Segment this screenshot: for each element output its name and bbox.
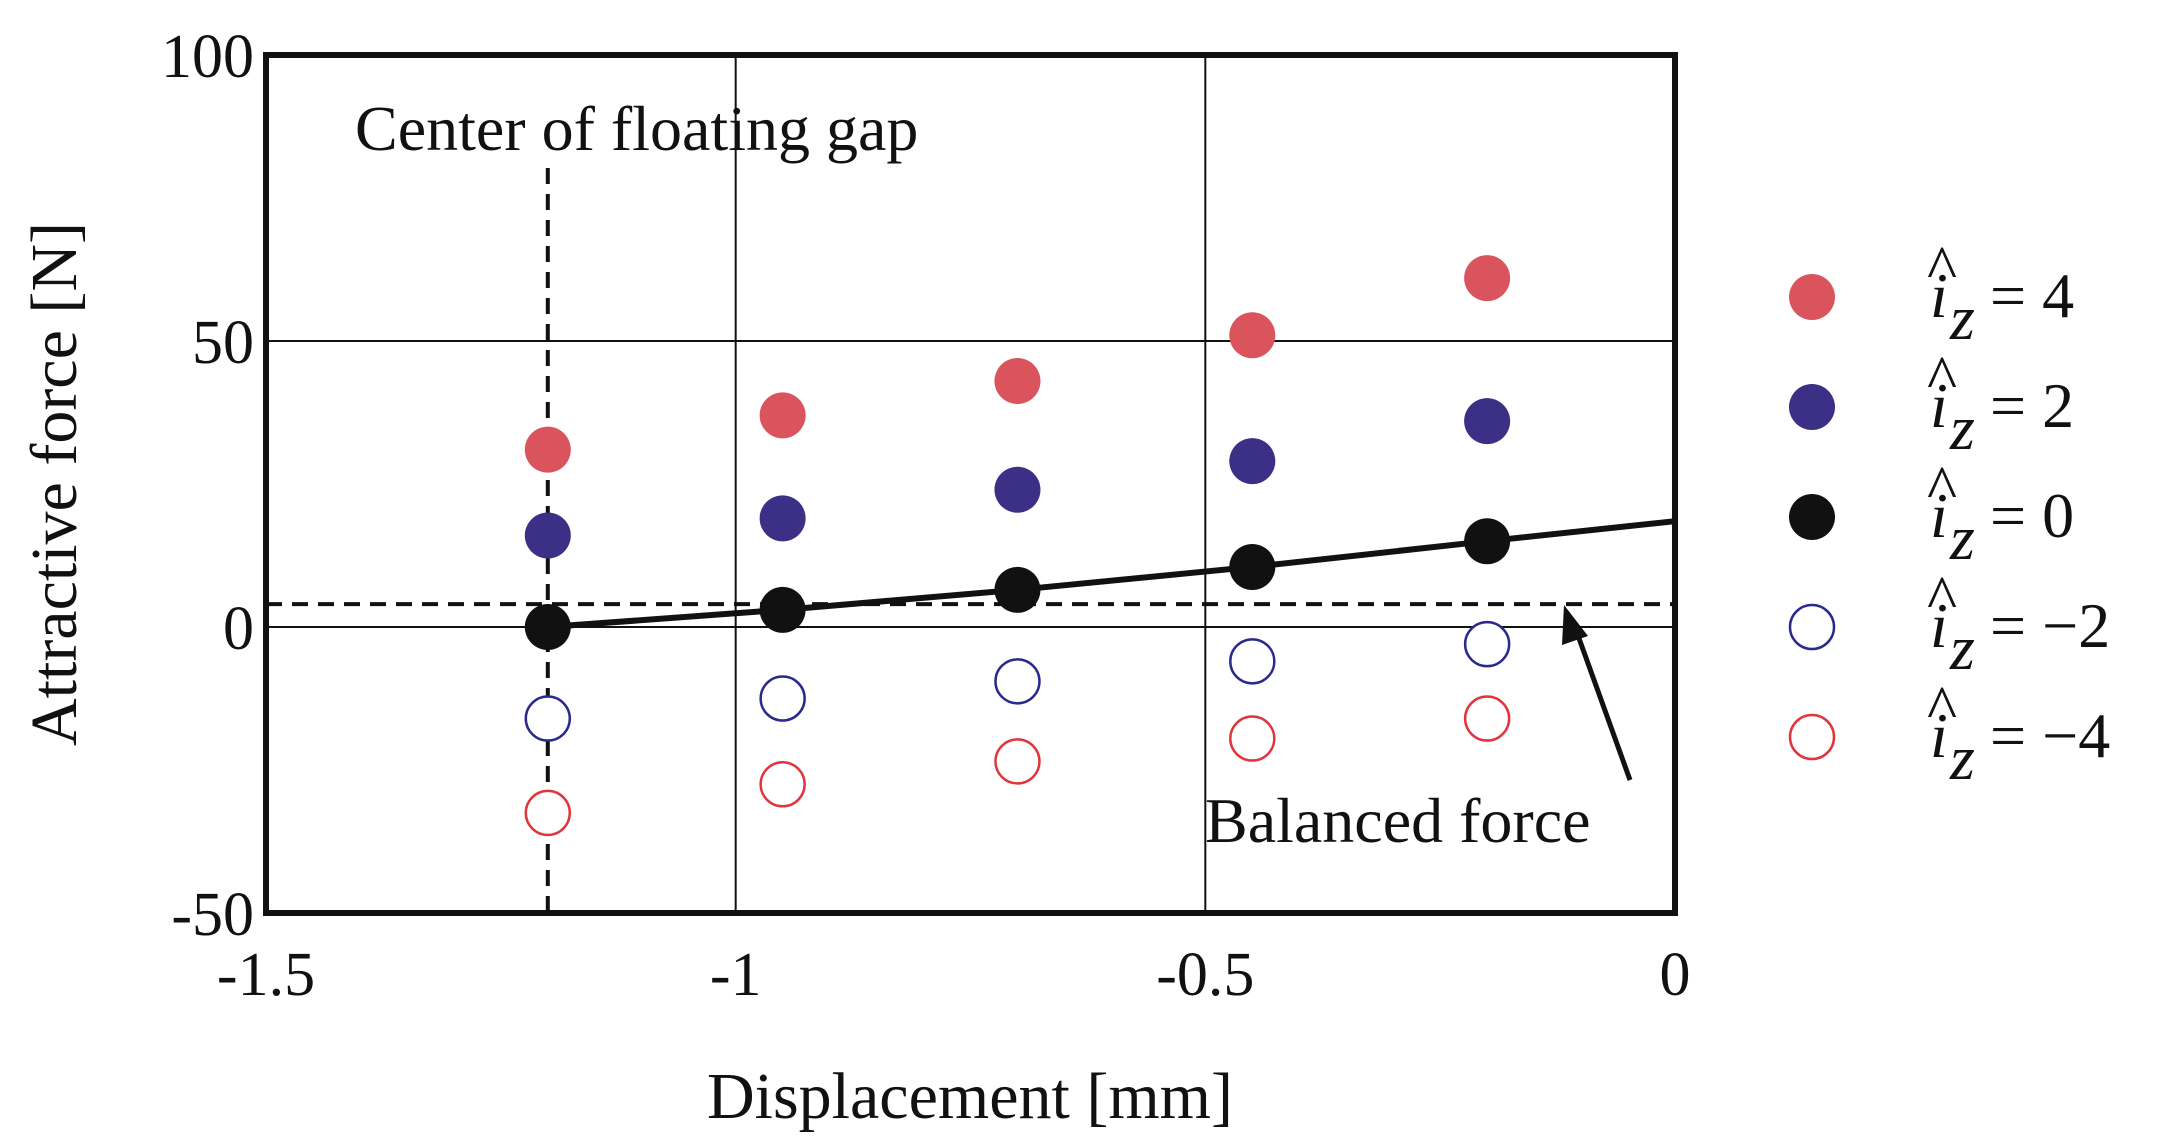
- legend-symbol-z: z: [1949, 722, 1975, 793]
- legend: i^z = 4i^z = 2i^z = 0i^z = −2i^z = −4: [1788, 232, 2110, 793]
- data-point-series-3: [524, 695, 572, 742]
- legend-value: = −2: [1990, 590, 2110, 661]
- data-point-series-2: [1229, 543, 1276, 590]
- legend-label-1: i^z = 2: [1927, 342, 2074, 463]
- balanced-force-label: Balanced force: [1205, 785, 1591, 856]
- legend-symbol-hat: ^: [1927, 342, 1957, 413]
- legend-symbol-z: z: [1949, 612, 1975, 683]
- legend-symbol-i: i: [1930, 700, 1948, 771]
- legend-marker-1: [1789, 384, 1835, 430]
- data-point-series-3: [994, 658, 1041, 705]
- y-tick-label: 50: [192, 309, 254, 377]
- data-point-series-0: [759, 392, 806, 439]
- data-point-series-4: [1463, 695, 1511, 742]
- data-point-series-1: [1464, 398, 1511, 445]
- x-tick-label: -1.5: [217, 941, 315, 1009]
- legend-symbol-z: z: [1949, 282, 1975, 353]
- data-point-series-3: [1229, 638, 1276, 685]
- data-point-series-0: [1464, 255, 1511, 302]
- y-tick-label: 100: [161, 23, 254, 91]
- y-axis-title: Attractive force [N]: [18, 222, 91, 746]
- legend-marker-0: [1789, 274, 1835, 320]
- legend-label-3: i^z = −2: [1927, 562, 2110, 683]
- x-tick-label: -0.5: [1156, 941, 1254, 1009]
- x-axis-title: Displacement [mm]: [707, 1060, 1233, 1133]
- legend-value: = 0: [1990, 480, 2074, 551]
- data-point-series-1: [994, 466, 1041, 513]
- zero-current-fit-line: [547, 518, 1676, 630]
- data-point-series-2: [1464, 518, 1511, 565]
- data-point-series-4: [524, 789, 572, 837]
- legend-label-4: i^z = −4: [1927, 672, 2110, 793]
- data-point-series-0: [524, 426, 571, 473]
- data-point-series-3: [1463, 620, 1511, 668]
- legend-symbol-i: i: [1930, 260, 1948, 331]
- data-point-series-2: [524, 604, 571, 650]
- data-point-series-4: [1229, 715, 1276, 762]
- data-point-series-1: [759, 495, 806, 542]
- plot-frame: [263, 52, 1678, 916]
- data-point-series-1: [1229, 438, 1276, 485]
- balanced-force-arrow-head: [1562, 605, 1588, 645]
- y-tick-label: 0: [223, 595, 254, 663]
- x-tick-label: -1: [710, 941, 762, 1009]
- legend-symbol-hat: ^: [1927, 562, 1957, 633]
- data-point-series-3: [759, 675, 806, 722]
- legend-symbol-i: i: [1930, 590, 1948, 661]
- legend-value: = −4: [1990, 700, 2110, 771]
- legend-marker-3: [1788, 603, 1836, 651]
- data-point-series-1: [524, 512, 571, 559]
- legend-label-2: i^z = 0: [1927, 452, 2074, 573]
- legend-symbol-i: i: [1930, 370, 1948, 441]
- tick-labels: -1.5 -1 -0.5 0 -50 0 50 100: [161, 23, 1691, 1009]
- data-point-series-4: [759, 761, 806, 808]
- x-tick-label: 0: [1660, 941, 1691, 1009]
- data-series: [524, 255, 1676, 837]
- data-point-series-2: [994, 566, 1041, 613]
- legend-label-0: i^z = 4: [1927, 232, 2074, 353]
- legend-value: = 2: [1990, 370, 2074, 441]
- legend-symbol-hat: ^: [1927, 232, 1957, 303]
- y-tick-label: -50: [171, 881, 254, 949]
- legend-marker-2: [1789, 494, 1835, 540]
- legend-symbol-hat: ^: [1927, 672, 1957, 743]
- legend-symbol-i: i: [1930, 480, 1948, 551]
- data-point-series-4: [994, 738, 1041, 785]
- legend-value: = 4: [1990, 260, 2074, 331]
- data-point-series-0: [994, 358, 1041, 405]
- balanced-force-arrow-shaft: [1573, 629, 1633, 781]
- data-point-series-2: [759, 586, 806, 633]
- legend-symbol-z: z: [1949, 392, 1975, 463]
- floating-gap-label: Center of floating gap: [355, 93, 918, 164]
- legend-symbol-hat: ^: [1927, 452, 1957, 523]
- legend-symbol-z: z: [1949, 502, 1975, 573]
- data-point-series-0: [1229, 312, 1276, 359]
- legend-marker-4: [1788, 713, 1836, 761]
